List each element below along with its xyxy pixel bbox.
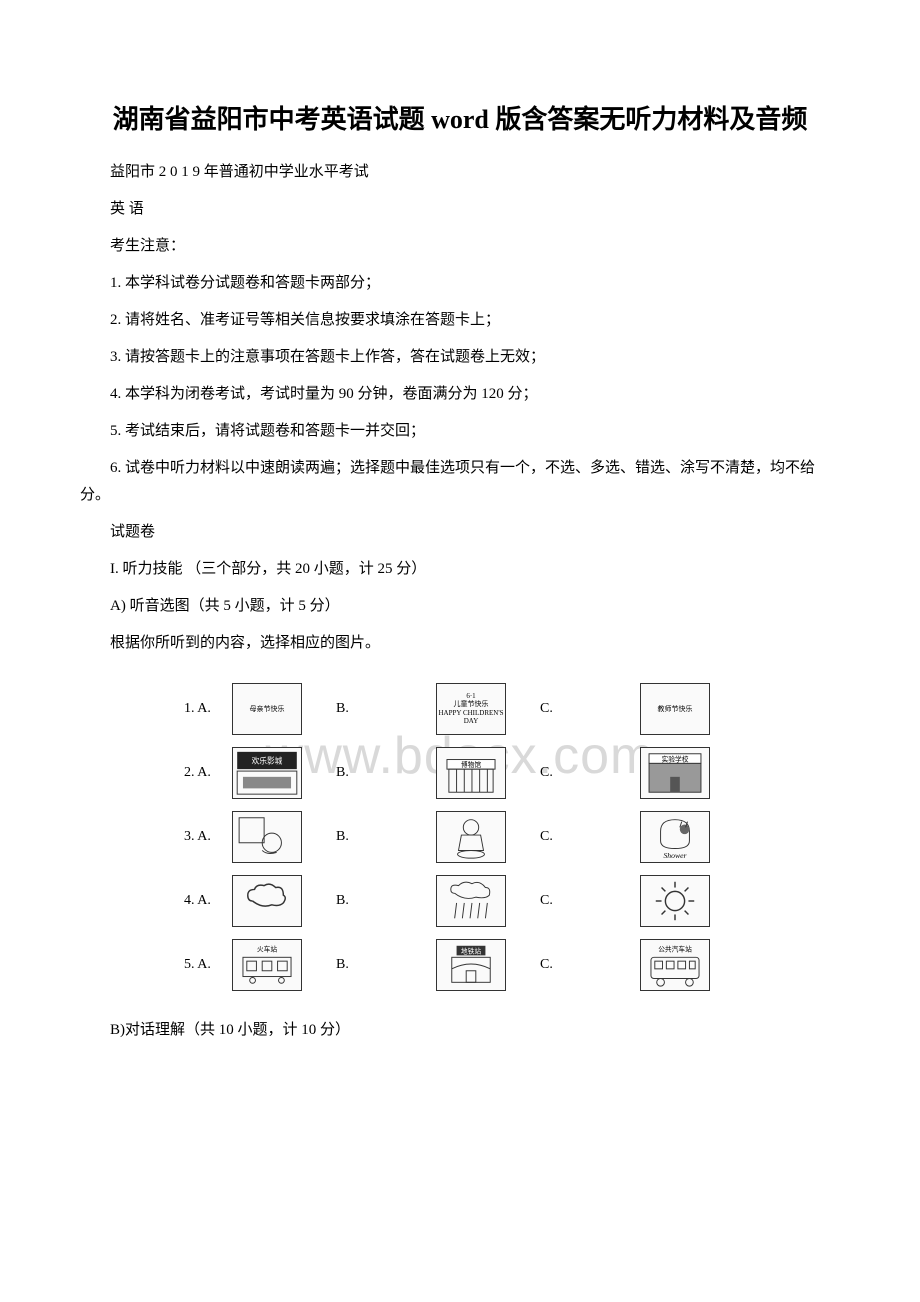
svg-text:博物馆: 博物馆 [461, 760, 481, 769]
image-2b: 博物馆 [436, 747, 506, 799]
part-a: A) 听音选图（共 5 小题，计 5 分） [80, 593, 840, 620]
opt-b: B. [336, 957, 349, 972]
image-1c: 教师节快乐 [640, 683, 710, 735]
image-3c: Shower [640, 811, 710, 863]
row-num: 4. [184, 893, 195, 908]
opt-a: A. [197, 765, 211, 780]
image-4c [640, 875, 710, 927]
subject-line: 英 语 [80, 196, 840, 223]
image-5a: 火车站 [232, 939, 302, 991]
notice-5: 5. 考试结束后，请将试题卷和答题卡一并交回； [80, 418, 840, 445]
svg-text:火车站: 火车站 [257, 945, 277, 954]
table-row: 4. A. B. C. [180, 869, 740, 933]
image-5c: 公共汽车站 [640, 939, 710, 991]
part-a-desc: 根据你所听到的内容，选择相应的图片。 [80, 630, 840, 657]
row-num: 5. [184, 957, 195, 972]
image-3a [232, 811, 302, 863]
notice-6: 6. 试卷中听力材料以中速朗读两遍；选择题中最佳选项只有一个，不选、多选、错选、… [80, 455, 840, 509]
opt-b: B. [336, 765, 349, 780]
notice-3: 3. 请按答题卡上的注意事项在答题卡上作答，答在试题卷上无效； [80, 344, 840, 371]
opt-c: C. [540, 701, 553, 716]
image-1b: 6·1 儿童节快乐 HAPPY CHILDREN'S DAY [436, 683, 506, 735]
section-label: 试题卷 [80, 519, 840, 546]
table-row: 5. A. 火车站 B. 地铁站 C. 公共汽车站 [180, 933, 740, 997]
part-b: B)对话理解（共 10 小题，计 10 分） [80, 1017, 840, 1044]
opt-c: C. [540, 829, 553, 844]
opt-c: C. [540, 765, 553, 780]
svg-text:Shower: Shower [663, 851, 687, 860]
row-num: 2. [184, 765, 195, 780]
opt-c: C. [540, 957, 553, 972]
row-num: 1. [184, 701, 195, 716]
notice-1: 1. 本学科试卷分试题卷和答题卡两部分； [80, 270, 840, 297]
svg-text:地铁站: 地铁站 [461, 946, 481, 955]
notice-4: 4. 本学科为闭卷考试，考试时量为 90 分钟，卷面满分为 120 分； [80, 381, 840, 408]
opt-a: A. [197, 701, 211, 716]
opt-a: A. [197, 829, 211, 844]
opt-a: A. [197, 957, 211, 972]
listening-image-table: 1. A. 母亲节快乐 B. 6·1 儿童节快乐 HAPPY CHILDREN'… [180, 677, 740, 997]
table-row: 3. A. B. C. Shower [180, 805, 740, 869]
opt-b: B. [336, 893, 349, 908]
image-3b [436, 811, 506, 863]
table-row: 2. A. 欢乐影城 B. 博物馆 C. 实验学校 [180, 741, 740, 805]
opt-c: C. [540, 893, 553, 908]
image-4b [436, 875, 506, 927]
notice-header: 考生注意： [80, 233, 840, 260]
opt-b: B. [336, 701, 349, 716]
image-2a: 欢乐影城 [232, 747, 302, 799]
table-row: 1. A. 母亲节快乐 B. 6·1 儿童节快乐 HAPPY CHILDREN'… [180, 677, 740, 741]
section-1: I. 听力技能 （三个部分，共 20 小题，计 25 分） [80, 556, 840, 583]
row-num: 3. [184, 829, 195, 844]
svg-text:欢乐影城: 欢乐影城 [252, 755, 283, 765]
svg-text:实验学校: 实验学校 [662, 754, 689, 763]
notice-2: 2. 请将姓名、准考证号等相关信息按要求填涂在答题卡上； [80, 307, 840, 334]
image-5b: 地铁站 [436, 939, 506, 991]
document-title: 湖南省益阳市中考英语试题 word 版含答案无听力材料及音频 [80, 100, 840, 139]
opt-a: A. [197, 893, 211, 908]
subtitle-line: 益阳市 2 0 1 9 年普通初中学业水平考试 [80, 159, 840, 186]
image-1a: 母亲节快乐 [232, 683, 302, 735]
image-4a [232, 875, 302, 927]
svg-text:公共汽车站: 公共汽车站 [658, 945, 692, 954]
image-2c: 实验学校 [640, 747, 710, 799]
opt-b: B. [336, 829, 349, 844]
